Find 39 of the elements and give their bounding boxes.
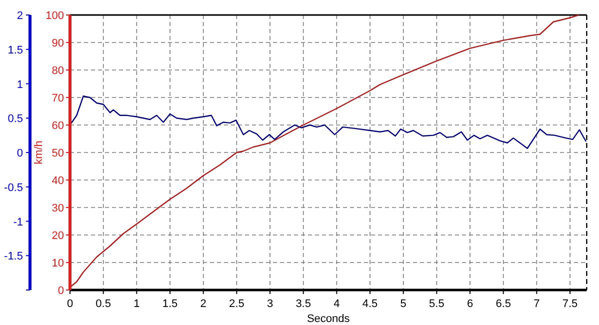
x-tick-label: 3 — [266, 298, 274, 310]
y-tick-label: 40 — [52, 175, 64, 187]
x-tick-label: 7 — [534, 298, 540, 310]
x-tick-label: 0 — [66, 298, 74, 310]
y-tick-label: 70 — [52, 92, 64, 104]
x-tick-label: 1.5 — [162, 298, 178, 310]
x-tick-label: 5.5 — [429, 298, 444, 310]
y2-tick-label: 0.5 — [8, 113, 23, 126]
y-tick-label: 10 — [52, 258, 64, 270]
x-tick-label: 5 — [400, 298, 406, 310]
line-series — [69, 96, 587, 149]
y-tick-label: 60 — [52, 120, 64, 132]
x-tick-label: 6 — [466, 298, 474, 310]
x-tick-label: 3.5 — [296, 298, 311, 310]
x-tick-label: 0.5 — [96, 298, 111, 310]
y2-tick-label: 0 — [16, 148, 23, 160]
x-tick-label: 1 — [134, 298, 140, 310]
y2-tick-label: -1.5 — [4, 250, 23, 263]
y-tick-label: 100 — [46, 10, 64, 22]
y-tick-label: 90 — [52, 38, 64, 50]
y2-tick-label: 1 — [16, 78, 23, 91]
x-axis-title: Seconds — [306, 313, 350, 325]
x-tick-label: 4.5 — [362, 298, 378, 310]
y-tick-label: 20 — [52, 230, 64, 242]
x-tick-label: 4 — [334, 298, 340, 310]
y-tick-label: 80 — [52, 65, 64, 77]
y-tick-label: 0 — [58, 285, 64, 297]
y-axis-title: km/h — [33, 140, 45, 164]
y2-tick-label: 2 — [16, 10, 23, 22]
y2-tick-label: -1 — [13, 216, 23, 228]
x-tick-label: 2 — [200, 298, 206, 310]
x-tick-label: 7.5 — [562, 298, 578, 310]
y2-tick-label: 1.5 — [8, 44, 23, 56]
line-series — [69, 14, 580, 288]
y-tick-label: 50 — [52, 148, 64, 160]
y2-tick-label: -0.5 — [4, 182, 23, 194]
y-tick-label: 30 — [52, 202, 64, 214]
x-tick-label: 2.5 — [229, 298, 244, 310]
x-tick-label: 6.5 — [496, 298, 512, 310]
